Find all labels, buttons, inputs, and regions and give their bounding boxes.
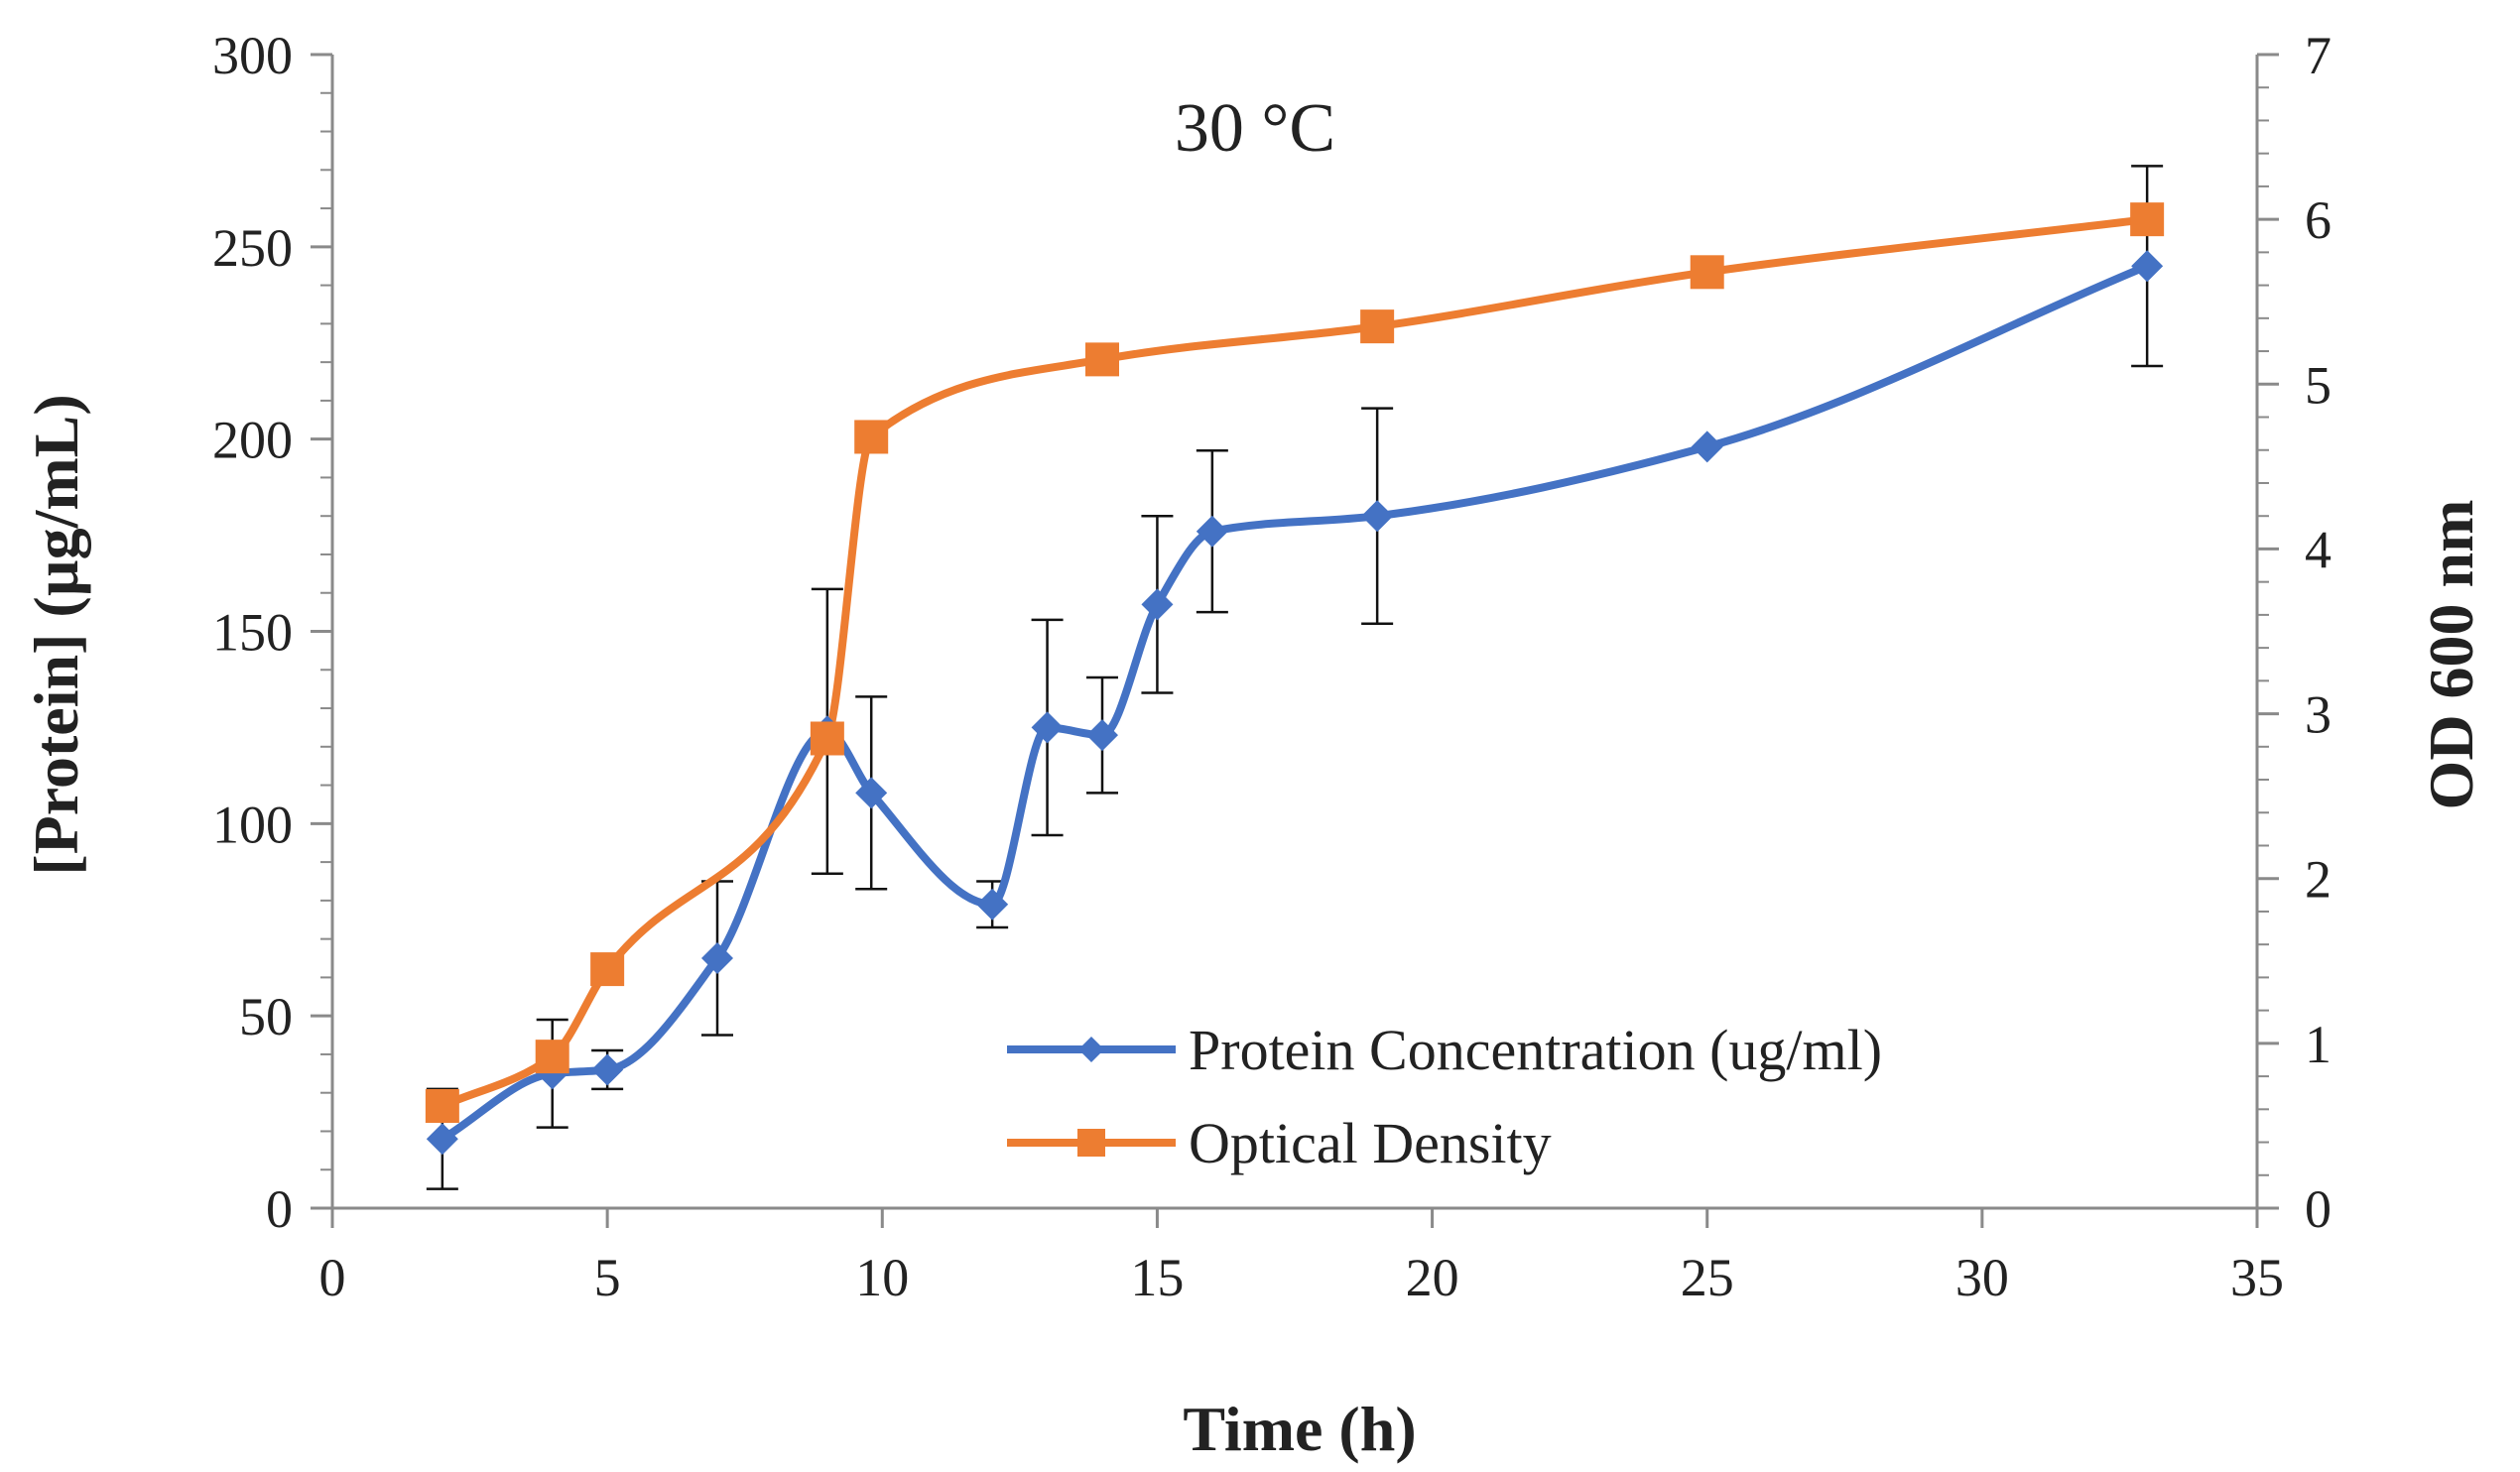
x-tick-label: 30	[1955, 1248, 2009, 1307]
y-axis-right-title: OD 600 nm	[2416, 500, 2486, 810]
series-layer	[438, 215, 2152, 1144]
ticks-layer: 0 5 10 15 20 25 30 35 0 50 100 150 200 250 300 0 1 2 3 4 5 6 7	[212, 26, 2331, 1307]
data-point-od	[1085, 342, 1119, 377]
y-axis-left-title: [Protein] (µg/mL)	[21, 394, 91, 875]
legend-marker-od	[1077, 1129, 1105, 1157]
y-right-tick-label: 6	[2305, 190, 2331, 250]
y-left-tick-label: 100	[212, 795, 293, 854]
x-tick-label: 25	[1681, 1248, 1734, 1307]
data-point-protein	[591, 1053, 624, 1086]
chart-title: 30 °C	[1175, 90, 1335, 167]
y-right-tick-label: 5	[2305, 355, 2331, 415]
data-point-protein	[2131, 250, 2164, 283]
y-right-tick-label: 1	[2305, 1015, 2331, 1074]
x-axis-title: Time (h)	[1183, 1394, 1416, 1464]
y-right-tick-label: 3	[2305, 685, 2331, 745]
data-point-od	[810, 721, 844, 756]
data-point-od	[1360, 309, 1395, 344]
x-tick-label: 0	[319, 1248, 346, 1307]
legend-label-protein: Protein Concentration (ug/ml)	[1189, 1018, 1882, 1082]
legend-label-od: Optical Density	[1189, 1111, 1552, 1175]
data-point-protein	[1196, 515, 1228, 548]
x-tick-label: 5	[594, 1248, 621, 1307]
y-right-tick-label: 4	[2305, 520, 2331, 579]
y-right-tick-label: 2	[2305, 850, 2331, 910]
y-left-tick-label: 300	[212, 26, 293, 85]
data-point-od	[590, 952, 625, 987]
y-left-tick-label: 150	[212, 603, 293, 663]
x-tick-label: 35	[2230, 1248, 2284, 1307]
data-point-protein	[855, 777, 888, 809]
x-tick-label: 20	[1406, 1248, 1459, 1307]
legend-marker-protein	[1078, 1037, 1104, 1062]
y-left-tick-label: 200	[212, 411, 293, 470]
y-left-tick-label: 250	[212, 218, 293, 278]
y-right-tick-label: 0	[2305, 1179, 2331, 1239]
legend: Protein Concentration (ug/ml) Optical De…	[1007, 1018, 1882, 1175]
data-point-protein	[976, 888, 1009, 920]
data-point-protein	[1031, 711, 1064, 744]
series-line-protein	[438, 262, 2152, 1144]
marker-layer	[425, 202, 2165, 1156]
data-point-od	[535, 1040, 569, 1074]
data-point-protein	[426, 1123, 458, 1156]
data-point-od	[425, 1088, 459, 1123]
data-point-protein	[1691, 430, 1723, 463]
data-point-protein	[1086, 719, 1118, 752]
x-tick-label: 15	[1130, 1248, 1184, 1307]
y-right-tick-label: 7	[2305, 26, 2331, 85]
x-tick-label: 10	[855, 1248, 909, 1307]
data-point-od	[2130, 202, 2165, 237]
data-point-od	[1690, 255, 1724, 290]
data-point-protein	[1141, 588, 1174, 621]
y-left-tick-label: 50	[239, 987, 293, 1046]
series-line-od	[438, 215, 2152, 1110]
data-point-protein	[701, 942, 733, 975]
data-point-od	[854, 420, 889, 454]
y-left-tick-label: 0	[266, 1179, 293, 1239]
data-point-protein	[1361, 500, 1394, 533]
